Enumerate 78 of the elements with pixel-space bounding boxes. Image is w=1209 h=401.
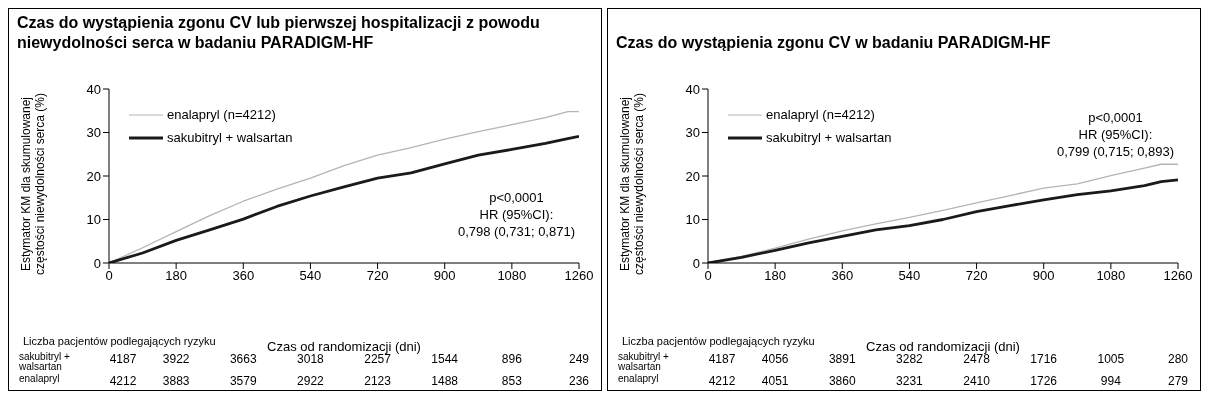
y-tick-label: 10 xyxy=(685,212,700,228)
text: 3579 xyxy=(228,374,258,388)
annotation: 0,798 (0,731; 0,871) xyxy=(457,223,575,240)
text: 249 xyxy=(568,352,590,366)
y-tick-label: 10 xyxy=(86,212,101,228)
annotation: 0,799 (0,715; 0,893) xyxy=(1056,143,1174,160)
text: 3891 xyxy=(827,352,857,366)
x-tick-label: 1080 xyxy=(1096,268,1126,284)
x-tick-label: 720 xyxy=(366,268,389,284)
x-tick-label: 360 xyxy=(831,268,854,284)
y-tick-label: 40 xyxy=(86,81,101,97)
y-tick-label: 0 xyxy=(692,255,700,271)
x-tick-label: 0 xyxy=(704,268,712,284)
x-tick-label: 900 xyxy=(1032,268,1055,284)
x-tick-label: 1080 xyxy=(497,268,527,284)
text: 4212 xyxy=(707,374,737,388)
text: 3883 xyxy=(161,374,191,388)
legend-label: sakubitryl + walsartan xyxy=(167,130,293,145)
text: Liczba pacjentów podlegających ryzyku xyxy=(622,335,815,347)
text: 1716 xyxy=(1029,352,1059,366)
text: 1726 xyxy=(1029,374,1059,388)
x-tick-label: 180 xyxy=(764,268,786,284)
annotation: p<0,0001 xyxy=(1087,109,1144,126)
x-tick-label: 1260 xyxy=(1163,268,1193,284)
text: 3231 xyxy=(895,374,924,388)
text: 2257 xyxy=(364,352,392,366)
x-tick-label: 900 xyxy=(433,268,456,284)
text: enalapryl xyxy=(19,373,61,384)
legend-label: enalapryl (n=4212) xyxy=(766,107,875,122)
text: 3663 xyxy=(228,352,258,366)
y-axis-title: Estymator KM dla skumulowanej częstości niewydolności serca (%) xyxy=(618,91,646,278)
text: 3860 xyxy=(827,374,857,388)
text: 1488 xyxy=(430,374,460,388)
text: 279 xyxy=(1167,374,1189,388)
x-tick-label: 720 xyxy=(965,268,988,284)
text: Liczba pacjentów podlegających ryzyku xyxy=(23,335,216,347)
chart-title: Czas do wystąpienia zgonu CV w badaniu PARADIGM-HF xyxy=(615,33,1052,53)
text: 853 xyxy=(500,374,523,388)
x-tick-label: 360 xyxy=(232,268,255,284)
text: 236 xyxy=(568,374,590,388)
x-axis-title: Czas od randomizacji (dni) xyxy=(267,339,421,354)
text: 4051 xyxy=(760,374,790,388)
text: 2410 xyxy=(962,374,991,388)
x-axis-title: Czas od randomizacji (dni) xyxy=(866,339,1020,354)
text: 1005 xyxy=(1096,352,1126,366)
x-tick-label: 540 xyxy=(299,268,322,284)
x-tick-label: 540 xyxy=(898,268,921,284)
y-tick-label: 20 xyxy=(86,168,101,184)
text: 4187 xyxy=(707,352,737,366)
text: 4187 xyxy=(108,352,138,366)
text: 4212 xyxy=(108,374,138,388)
y-tick-label: 30 xyxy=(685,125,700,141)
chart-title: Czas do wystąpienia zgonu CV lub pierwszej hospitalizacji z powodu niewydolności serca w badaniu PARADIGM-HF xyxy=(16,13,541,53)
text: 3018 xyxy=(296,352,324,366)
annotation: HR (95%CI): xyxy=(1077,126,1154,143)
x-tick-label: 0 xyxy=(105,268,113,284)
x-tick-label: 1260 xyxy=(564,268,594,284)
text: 1544 xyxy=(430,352,460,366)
text: enalapryl xyxy=(618,373,660,384)
text: 2478 xyxy=(963,352,991,366)
text: 3922 xyxy=(161,352,191,366)
text: 280 xyxy=(1167,352,1189,366)
text: 896 xyxy=(500,352,523,366)
text: 994 xyxy=(1099,374,1122,388)
text: 2123 xyxy=(363,374,392,388)
annotation: p<0,0001 xyxy=(488,189,545,206)
text: 3282 xyxy=(895,352,923,366)
legend-label: sakubitryl + walsartan xyxy=(766,130,892,145)
y-tick-label: 40 xyxy=(685,81,700,97)
legend-label: enalapryl (n=4212) xyxy=(167,107,276,122)
y-axis-title: Estymator KM dla skumulowanej częstości niewydolności serca (%) xyxy=(19,91,47,278)
text: 4056 xyxy=(760,352,790,366)
annotation: HR (95%CI): xyxy=(478,206,555,223)
x-tick-label: 180 xyxy=(165,268,187,284)
y-tick-label: 20 xyxy=(685,168,700,184)
y-tick-label: 0 xyxy=(93,255,101,271)
text: 2922 xyxy=(296,374,325,388)
y-tick-label: 30 xyxy=(86,125,101,141)
